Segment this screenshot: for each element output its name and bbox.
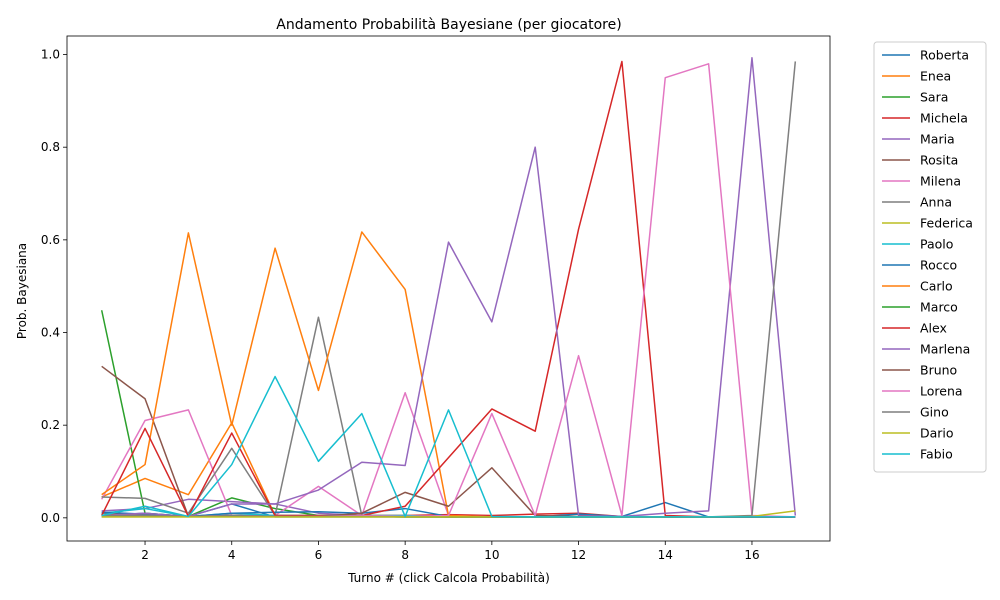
x-tick-label: 10	[484, 548, 499, 562]
legend-entry: Milena	[920, 174, 961, 189]
legend-entry: Roberta	[920, 48, 969, 63]
legend-entry: Marlena	[920, 342, 970, 357]
series-line-carlo	[101, 231, 796, 518]
x-axis-label: Turno # (click Calcola Probabilità)	[347, 571, 550, 585]
legend-entry: Rosita	[920, 153, 958, 168]
series-line-rosita	[101, 365, 796, 518]
legend-entry: Alex	[920, 321, 947, 336]
series-line-gino	[101, 61, 797, 518]
legend-entry: Marco	[920, 300, 958, 315]
x-tick-label: 12	[571, 548, 586, 562]
x-tick-label: 6	[315, 548, 323, 562]
series-line-anna	[101, 316, 796, 518]
x-tick-label: 4	[228, 548, 236, 562]
series-line-enea	[101, 422, 796, 518]
x-tick-label: 8	[401, 548, 409, 562]
legend-entry: Carlo	[920, 279, 953, 294]
y-tick-label: 0.8	[41, 140, 60, 154]
plot-frame	[66, 35, 831, 542]
legend-entry: Bruno	[920, 363, 957, 378]
legend-entry: Gino	[920, 405, 949, 420]
legend-entry: Sara	[920, 90, 948, 105]
y-tick-label: 0.2	[41, 418, 60, 432]
y-tick-label: 0.4	[41, 326, 60, 340]
x-tick-label: 14	[658, 548, 673, 562]
legend-entry: Fabio	[920, 447, 953, 462]
legend-entry: Lorena	[920, 384, 963, 399]
series-line-marlena	[101, 57, 797, 518]
legend: Roberta Enea Sara Michela Maria Rosita Milena A…	[873, 41, 987, 473]
legend-entry: Anna	[920, 195, 952, 210]
legend-entry: Enea	[920, 69, 951, 84]
legend-box	[873, 41, 987, 473]
x-tick-label: 2	[141, 548, 149, 562]
y-tick-label: 0.0	[41, 511, 60, 525]
legend-entry: Federica	[920, 216, 973, 231]
y-tick-label: 1.0	[41, 48, 60, 62]
chart-title: Andamento Probabilità Bayesiane (per gio…	[276, 17, 621, 33]
axes: 2 4 6 8 10 12 14 16 0.0 0.2 0.4 0.6 0.8 1.0	[41, 35, 831, 562]
legend-entry: Paolo	[920, 237, 953, 252]
legend-entry: Dario	[920, 426, 954, 441]
legend-entry: Michela	[920, 111, 968, 126]
y-axis-label: Prob. Bayesiana	[15, 243, 29, 339]
x-tick-label: 16	[744, 548, 759, 562]
legend-entry: Rocco	[920, 258, 957, 273]
plot-area	[100, 57, 797, 518]
series-line-fabio	[101, 375, 796, 518]
series-line-lorena	[101, 63, 796, 518]
series-line-alex	[101, 60, 796, 518]
y-tick-label: 0.6	[41, 233, 60, 247]
legend-entry: Maria	[920, 132, 955, 147]
